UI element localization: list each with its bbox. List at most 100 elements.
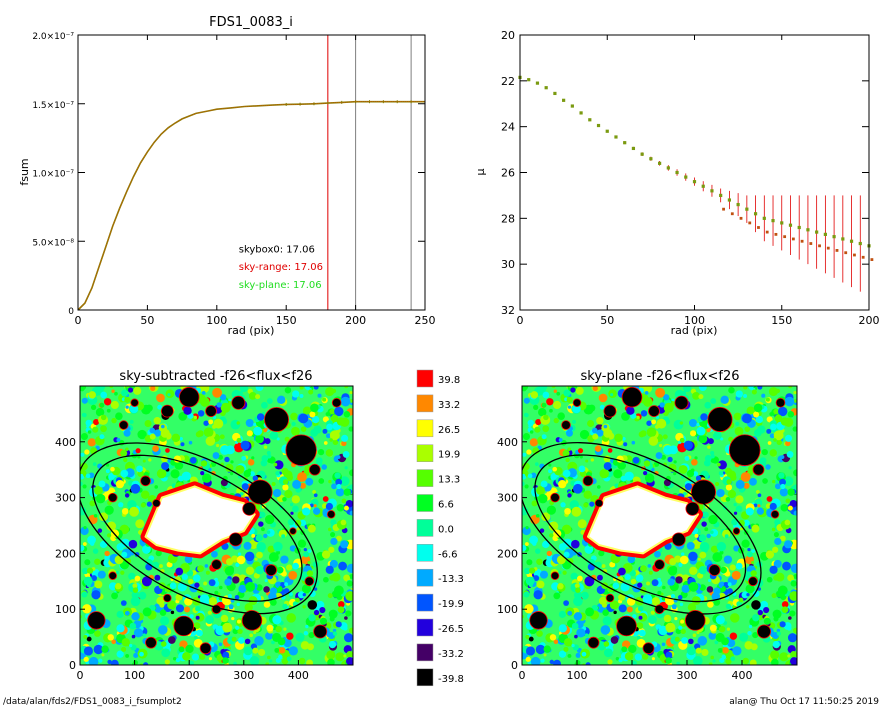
sky-subtracted-map-speck (253, 426, 263, 436)
surface-brightness-xtick-label: 0 (517, 314, 524, 327)
sky-plane-map-speck (655, 452, 663, 459)
sky-plane-map-speck (692, 633, 697, 638)
sky-subtracted-map-speck (323, 576, 329, 583)
sky-subtracted-map-speck (337, 601, 345, 608)
sky-plane-map-speck (706, 586, 714, 593)
sky-subtracted-map-speck (260, 459, 268, 467)
sky-subtracted-map-speck (313, 493, 318, 498)
sky-subtracted-map-galaxy-core (144, 485, 256, 555)
sky-plane-map-speck (741, 539, 750, 548)
sky-plane-map-speck (707, 445, 711, 449)
sky-subtracted-map-speck (337, 606, 345, 614)
sky-plane-map-speck (560, 502, 566, 508)
sky-plane-map-speck (526, 449, 532, 455)
sky-subtracted-map-speck (80, 386, 85, 390)
sky-plane-map-speck (542, 391, 550, 399)
sky-subtracted-map-speck (249, 471, 255, 477)
sky-plane-map-speck (542, 425, 550, 433)
sky-subtracted-map-speck (349, 510, 353, 516)
sky-subtracted-map-mask-4 (285, 434, 317, 466)
sky-subtracted-map-speck (284, 436, 290, 442)
sky-subtracted-map-speck (343, 505, 349, 511)
sky-plane-map-speck (728, 386, 735, 394)
sky-plane-map-speck (696, 426, 706, 436)
sky-plane-map-speck (708, 514, 718, 525)
sky-plane-map-speck (681, 584, 690, 593)
sky-plane-map-speck (789, 657, 797, 665)
sky-subtracted-map-speck (341, 434, 349, 442)
sky-plane-map-speck (522, 481, 525, 487)
sky-subtracted-map-speck (161, 455, 169, 463)
sky-plane-map-speck (780, 483, 786, 490)
sky-subtracted-map-speck (272, 436, 277, 440)
sky-subtracted-map-speck (332, 631, 338, 636)
sky-plane-map-speck (723, 555, 733, 564)
surface-brightness-point (736, 202, 740, 207)
sky-plane-map-speck (716, 462, 721, 467)
sky-plane-map-speck (771, 658, 779, 665)
sky-subtracted-map-speck (181, 573, 188, 580)
sky-subtracted-map-speck (131, 612, 140, 621)
sky-plane-map-mask-27 (572, 398, 582, 407)
sky-plane-map-speck (766, 576, 773, 583)
sky-subtracted-map-mask-0 (178, 386, 200, 408)
sky-subtracted-map-frame (79, 385, 354, 666)
sky-plane-map-speck (627, 555, 636, 564)
sky-subtracted-map-speck (199, 653, 206, 660)
growth-curve-axes: 0 50 100 150 200 250 0 5.0×10⁻⁸ 1.0×10⁻⁷ 1.5×10⁻⁷… (32, 32, 435, 327)
sky-subtracted-map-speck (84, 449, 90, 455)
sky-subtracted-map-speck (114, 391, 118, 396)
surface-brightness-ytick-label: 24 (501, 121, 515, 134)
sky-subtracted-map-speck (128, 572, 136, 580)
sky-subtracted-map-speck (85, 419, 92, 427)
sky-plane-map-speck (767, 441, 772, 445)
sky-subtracted-map-speck (196, 629, 203, 637)
sky-plane-map-speck (751, 561, 755, 565)
sky-subtracted-map-speck (263, 533, 268, 539)
sky-plane-map-speck (783, 655, 788, 660)
sky-plane-map-speck (665, 622, 676, 633)
sky-plane-map-speck (669, 558, 677, 566)
sky-plane-map-speck (548, 521, 559, 531)
sky-subtracted-map-speck (116, 650, 124, 658)
colorbar-label: 0.0 (438, 524, 454, 535)
sky-subtracted-map-speck (341, 498, 347, 504)
sky-plane-map-speck (646, 420, 652, 426)
sky-plane-map-speck (743, 482, 750, 489)
sky-subtracted-map-speck (241, 483, 249, 491)
sky-plane-map-speck (692, 471, 699, 477)
sky-plane-map-speck (788, 386, 793, 389)
sky-plane-map-speck (720, 566, 727, 574)
sky-subtracted-map-speck (278, 647, 286, 654)
surface-brightness-point-alt (783, 235, 787, 239)
sky-subtracted-map-speck (153, 417, 162, 425)
sky-plane-map-speck (745, 584, 755, 594)
sky-plane-map-speck (548, 463, 552, 467)
sky-plane-map-speck (681, 637, 688, 644)
sky-subtracted-map-speck (115, 583, 122, 590)
surface-brightness-ytick-label: 22 (501, 75, 515, 88)
colorbar-label: -19.9 (438, 599, 464, 610)
sky-subtracted-map-speck (133, 386, 142, 395)
sky-plane-map-speck (553, 389, 557, 393)
sky-plane-map-speck (673, 460, 677, 464)
sky-subtracted-map-speck (97, 570, 106, 579)
sky-subtracted-map-speck (269, 599, 277, 606)
sky-subtracted-map-speck (188, 578, 194, 585)
sky-plane-map-speck (752, 632, 759, 639)
sky-subtracted-map-speck (231, 636, 237, 642)
sky-plane-map-speck (787, 654, 791, 658)
sky-plane-map-speck (720, 395, 729, 405)
sky-plane-map-speck (524, 484, 529, 489)
growth-curve-annotation-2: sky-plane: 17.06 (239, 280, 322, 291)
sky-plane-map-speck (793, 574, 797, 579)
sky-subtracted-map-speck (208, 597, 218, 606)
sky-subtracted-map-mask-10 (242, 501, 257, 516)
surface-brightness-ytick-label: 26 (501, 167, 515, 180)
sky-subtracted-map-speck (137, 455, 141, 459)
sky-subtracted-map-speck (286, 564, 293, 571)
sky-plane-map-speck (525, 646, 536, 656)
sky-plane-map-speck (708, 662, 713, 665)
sky-plane-map-speck (626, 406, 635, 415)
sky-plane-map-speck (746, 592, 750, 597)
